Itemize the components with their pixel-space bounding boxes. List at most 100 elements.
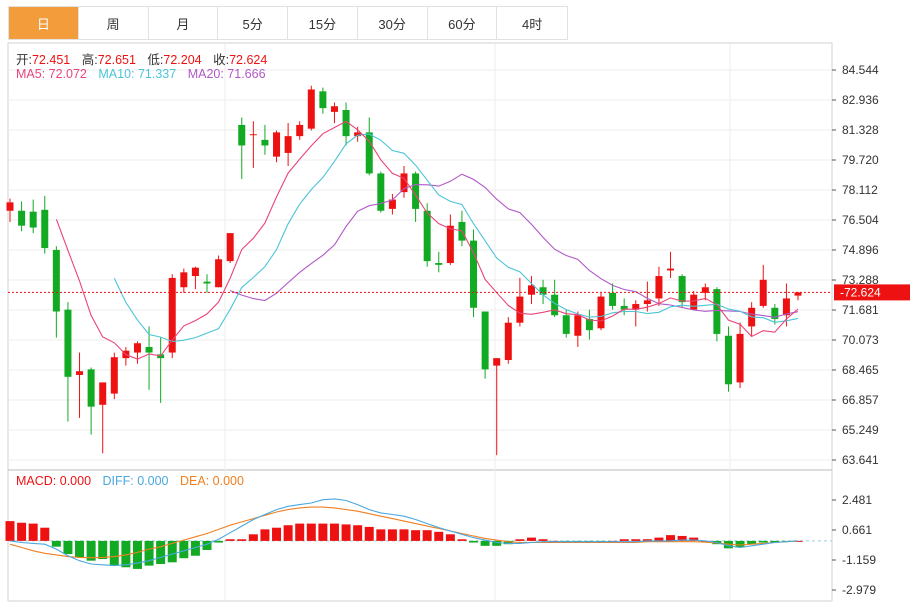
y-tick-label-0: 84.544 — [842, 63, 879, 77]
candle-body-60 — [701, 287, 709, 293]
candle-body-20 — [238, 124, 246, 146]
candle-body-12 — [145, 346, 153, 353]
ma10-legend: MA10: 71.337 — [98, 67, 177, 81]
tab-4[interactable]: 15分 — [288, 7, 358, 39]
y-tick-label-10: 68.465 — [842, 363, 879, 377]
macd-bar-44 — [515, 539, 525, 541]
candle-body-4 — [52, 249, 60, 312]
macd-bar-6 — [75, 540, 85, 558]
candle-body-56 — [655, 276, 663, 299]
macd-bar-66 — [770, 540, 780, 543]
candle-body-15 — [180, 272, 188, 288]
candle-body-0 — [6, 202, 14, 211]
candle-body-31 — [365, 132, 373, 174]
candle-body-33 — [388, 199, 396, 209]
macd-y-tick-label-3: -2.979 — [842, 583, 876, 597]
macd-bar-23 — [272, 527, 282, 541]
macd-bar-2 — [28, 523, 38, 541]
macd-y-tick-label-0: 2.481 — [842, 493, 872, 507]
open-value: 72.451 — [31, 53, 71, 67]
candle-body-46 — [539, 287, 547, 295]
tab-7[interactable]: 4时 — [522, 16, 543, 32]
last-price-label: -72.624 — [840, 285, 881, 299]
candle-body-59 — [690, 294, 698, 310]
tab-1[interactable]: 周 — [79, 7, 149, 39]
tab-2[interactable]: 月 — [149, 7, 219, 39]
y-tick-label-6: 74.896 — [842, 243, 879, 257]
candle-body-58 — [678, 276, 686, 303]
macd-bar-58 — [677, 535, 687, 541]
macd-bar-24 — [283, 525, 293, 541]
tab-0[interactable]: 日 — [9, 7, 79, 39]
macd-bar-11 — [132, 540, 142, 569]
close-label: 收: — [213, 53, 230, 67]
macd-bar-9 — [109, 540, 119, 566]
candle-body-41 — [481, 311, 489, 370]
candle-body-14 — [168, 277, 176, 353]
tab-5[interactable]: 30分 — [358, 7, 428, 39]
ma5-line — [55, 120, 799, 360]
macd-bar-19 — [225, 539, 235, 541]
candle-body-57 — [667, 268, 675, 271]
macd-bar-31 — [364, 526, 374, 541]
candle-body-30 — [354, 132, 362, 137]
candle-body-18 — [215, 259, 223, 288]
dea-legend: DEA: 0.000 — [180, 474, 244, 488]
candle-body-25 — [296, 124, 304, 137]
macd-bar-27 — [318, 523, 328, 541]
candle-body-49 — [574, 315, 582, 336]
macd-bar-42 — [492, 540, 502, 546]
macd-bar-15 — [179, 540, 189, 559]
macd-info: MACD: 0.000 DIFF: 0.000 DEA: 0.000 — [16, 474, 252, 488]
macd-bar-29 — [341, 524, 351, 541]
tab-6[interactable]: 60分 — [428, 7, 498, 39]
candle-body-38 — [446, 225, 454, 263]
candle-body-36 — [423, 210, 431, 262]
macd-bar-8 — [98, 540, 108, 560]
candle-body-9 — [110, 357, 118, 394]
candle-body-50 — [585, 318, 593, 331]
macd-bar-30 — [353, 525, 363, 541]
y-tick-label-5: 76.504 — [842, 213, 879, 227]
diff-legend: DIFF: 0.000 — [102, 474, 169, 488]
macd-bar-0 — [5, 521, 15, 541]
candle-body-23 — [273, 132, 281, 157]
macd-bar-39 — [457, 539, 467, 541]
macd-bar-41 — [480, 540, 490, 546]
candle-body-43 — [504, 322, 512, 361]
macd-bar-43 — [503, 540, 513, 545]
macd-bar-28 — [329, 523, 339, 541]
open-label: 开: — [16, 53, 32, 67]
candle-body-51 — [597, 296, 605, 329]
ma-info: MA5: 72.072 MA10: 71.337 MA20: 71.666 — [16, 67, 274, 81]
macd-bar-26 — [306, 523, 316, 541]
candle-body-28 — [330, 106, 338, 112]
ohlc-info: 开:72.451 高:72.651 低:72.204 收:72.624 — [16, 49, 275, 68]
candle-body-42 — [493, 358, 501, 366]
candle-body-2 — [29, 211, 37, 228]
macd-bar-3 — [40, 527, 50, 541]
macd-y-tick-label-2: -1.159 — [842, 553, 876, 567]
tab-3[interactable]: 5分 — [218, 7, 288, 39]
ma20-legend: MA20: 71.666 — [187, 67, 266, 81]
macd-bar-53 — [619, 539, 629, 541]
macd-bar-34 — [399, 529, 409, 541]
candle-body-19 — [226, 233, 234, 262]
macd-bar-64 — [747, 540, 757, 545]
y-tick-label-2: 81.328 — [842, 123, 879, 137]
ma20-line — [230, 173, 799, 318]
macd-bar-59 — [689, 537, 699, 541]
macd-bar-46 — [538, 539, 548, 541]
y-tick-label-12: 65.249 — [842, 423, 879, 437]
y-tick-label-8: 71.681 — [842, 303, 879, 317]
macd-bar-35 — [411, 530, 421, 541]
macd-bar-20 — [237, 539, 247, 541]
y-tick-label-11: 66.857 — [842, 393, 879, 407]
y-tick-label-4: 78.112 — [842, 183, 878, 197]
macd-bar-18 — [214, 540, 224, 543]
candle-body-3 — [41, 209, 49, 249]
macd-bar-22 — [260, 529, 270, 541]
candle-body-54 — [632, 304, 640, 310]
macd-bar-7 — [86, 540, 96, 561]
